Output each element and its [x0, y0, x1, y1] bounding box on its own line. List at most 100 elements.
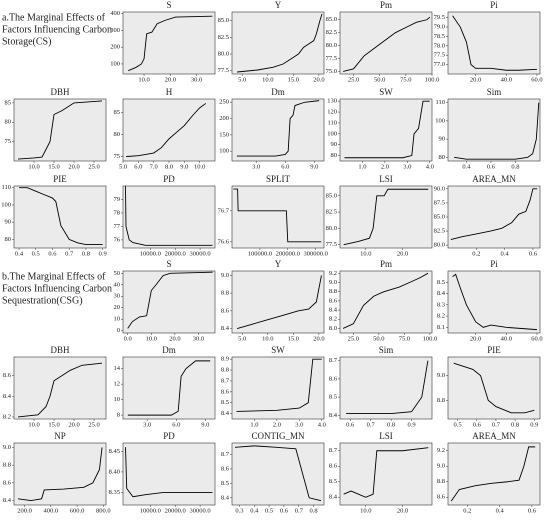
line-series [236, 358, 322, 412]
y-tick-label: 90.0 [434, 185, 445, 192]
x-tick-label: 10.0 [360, 250, 371, 257]
y-tick-label: 8.4 [221, 410, 230, 417]
y-tick-label: 8.8 [221, 290, 229, 297]
line-series [343, 447, 429, 498]
chart-title: DBH [50, 87, 70, 97]
chart-title: Dm [271, 87, 285, 97]
y-tick-label: 8.8 [329, 288, 337, 295]
line-series [125, 185, 213, 246]
x-tick-label: 0.5 [32, 250, 40, 257]
y-tick-label: 50 [114, 270, 121, 277]
x-tick-label: 40.0 [501, 335, 512, 342]
x-tick-label: 0.6 [529, 250, 538, 257]
y-tick-label: 77.0 [434, 61, 445, 68]
y-tick-label: 120 [327, 109, 337, 116]
plot-area [339, 11, 433, 75]
y-tick-label: 8.7 [329, 447, 338, 454]
x-tick-label: 0.9 [407, 421, 415, 428]
line-series [453, 362, 535, 414]
x-tick-label: 20.0 [68, 421, 79, 428]
line-series [127, 271, 213, 329]
y-tick-label: 200 [219, 115, 229, 122]
chart-title: SW [271, 345, 285, 355]
x-tick-label: 20.0 [169, 335, 180, 342]
x-tick-label: 0.2 [463, 507, 471, 514]
x-tick-label: 6.0 [281, 163, 289, 170]
y-tick-label: 8.6 [329, 463, 338, 470]
x-tick-label: 5.0 [238, 76, 246, 83]
line-series [236, 275, 322, 330]
plot-area [231, 356, 325, 420]
plot-area [122, 442, 216, 506]
line-series [454, 102, 540, 160]
y-tick-label: 77 [114, 223, 121, 230]
x-tick-label: 0.9 [530, 421, 538, 428]
y-tick-label: 90 [331, 141, 338, 148]
x-tick-label: 20.0 [470, 335, 481, 342]
chart-title: AREA_MN [472, 174, 516, 184]
x-tick-label: 10.0 [262, 335, 273, 342]
x-tick-label: 0.6 [48, 250, 57, 257]
panel-label: Factors Influencing Carbon [2, 24, 112, 35]
x-tick-label: 1.0 [250, 421, 258, 428]
y-tick-label: 82.5 [434, 228, 445, 235]
y-tick-label: 8 [117, 412, 120, 419]
x-tick-label: 0.4 [496, 507, 505, 514]
line-series [126, 103, 207, 158]
y-tick-label: 20 [114, 304, 121, 311]
line-series [452, 15, 537, 71]
x-tick-label: 10.0 [146, 335, 157, 342]
y-tick-label: 9.0 [437, 463, 445, 470]
x-tick-label: 30.0 [193, 335, 204, 342]
line-series [17, 447, 103, 502]
y-tick-label: 8.6 [329, 297, 338, 304]
y-tick-label: 100 [327, 130, 337, 137]
plot-area [447, 98, 541, 162]
plot-area [447, 442, 541, 506]
y-tick-label: 85 [114, 109, 121, 116]
line-series [346, 360, 429, 414]
plot-area [13, 442, 107, 506]
plot-area [13, 356, 107, 420]
line-series [343, 16, 431, 72]
y-tick-label: 8.7 [329, 357, 338, 364]
plot-area [231, 11, 325, 75]
y-tick-label: 79.0 [434, 24, 445, 31]
line-series [452, 273, 537, 331]
plot-area [447, 185, 541, 249]
x-tick-label: 15.0 [288, 76, 299, 83]
y-tick-label: 8.5 [437, 279, 445, 286]
panel-label: a.The Marginal Effects of [2, 12, 106, 23]
y-tick-label: 10 [114, 316, 121, 323]
y-tick-label: 8.4 [221, 325, 230, 332]
line-series [234, 445, 322, 502]
y-tick-label: 8.35 [109, 489, 120, 496]
y-tick-label: 300 [110, 27, 120, 34]
x-tick-label: 0.4 [501, 250, 510, 257]
y-tick-label: 100 [435, 117, 445, 124]
x-tick-label: 10000.0 [140, 507, 161, 514]
x-tick-label: 0.4 [250, 507, 259, 514]
x-tick-label: 0.0 [124, 335, 132, 342]
x-tick-label: 0.8 [511, 163, 519, 170]
y-tick-label: 85.0 [326, 192, 337, 199]
x-tick-label: 30000.0 [190, 250, 211, 257]
x-tick-label: 20.0 [165, 76, 176, 83]
x-tick-label: 10.0 [138, 76, 149, 83]
x-tick-label: 8.0 [165, 163, 173, 170]
x-tick-label: 9.0 [180, 163, 188, 170]
y-tick-label: 9.2 [329, 270, 337, 277]
x-tick-label: 5.0 [119, 163, 127, 170]
chart-title: LSI [379, 174, 393, 184]
x-tick-label: 7.0 [150, 163, 158, 170]
x-tick-label: 1.0 [358, 163, 366, 170]
y-tick-label: 8.0 [329, 325, 337, 332]
x-tick-label: 9.0 [310, 163, 318, 170]
chart-title: Y [275, 0, 282, 10]
y-tick-label: 8.4 [3, 393, 12, 400]
y-tick-label: 8.5 [329, 478, 337, 485]
plot-area [122, 185, 216, 249]
y-tick-label: 85.0 [434, 213, 445, 220]
y-tick-label: 80 [5, 119, 12, 126]
